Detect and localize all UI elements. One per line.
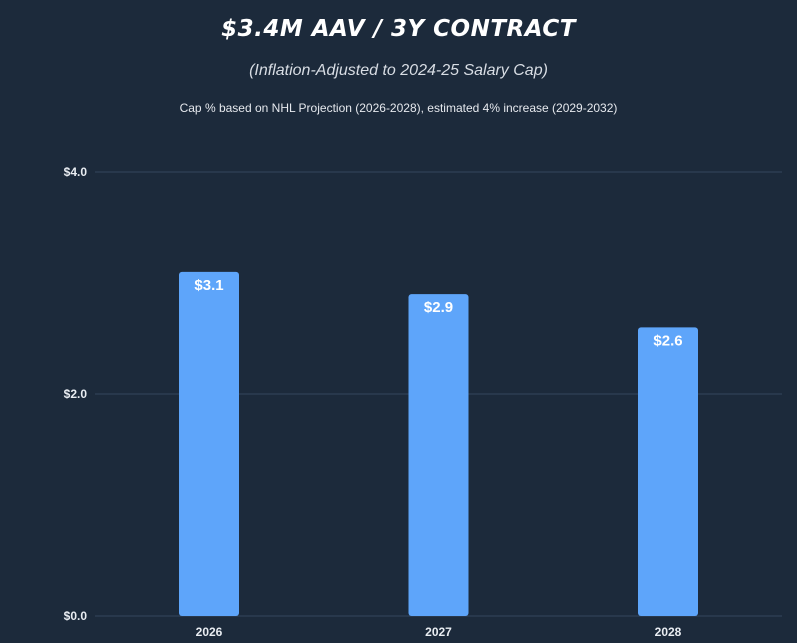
data-label: $3.1 [194, 277, 223, 294]
data-label: $2.6 [653, 332, 682, 349]
bar-2027 [408, 294, 469, 616]
x-tick-label: 2028 [655, 625, 682, 639]
data-label: $2.9 [424, 299, 453, 316]
bar-layer [179, 271, 698, 616]
y-tick-label: $0.0 [64, 609, 88, 623]
x-tick-label: 2027 [425, 625, 452, 639]
y-tick-label: $2.0 [64, 387, 88, 401]
y-tick-label: $4.0 [64, 165, 88, 179]
chart-title: $3.4M AAV / 3Y CONTRACT [221, 16, 576, 42]
chart-note: Cap % based on NHL Projection (2026-2028… [179, 101, 618, 115]
label-layer: $0.0 $2.0 $4.0 $3.1 2026 $2.9 2027 $2.6 2028 [64, 165, 683, 639]
chart-subtitle: (Inflation-Adjusted to 2024-25 Salary Ca… [249, 62, 548, 79]
x-tick-label: 2026 [196, 625, 223, 639]
bar-2026 [179, 271, 239, 616]
bar-2028 [638, 327, 698, 616]
